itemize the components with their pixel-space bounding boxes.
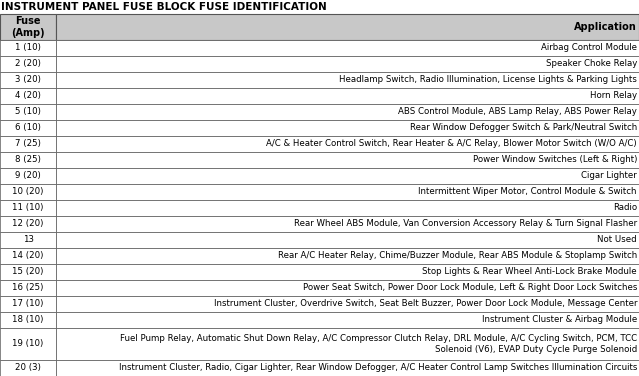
Bar [56,232,639,248]
Text: Stop Lights & Rear Wheel Anti-Lock Brake Module: Stop Lights & Rear Wheel Anti-Lock Brake… [422,267,637,276]
Text: Rear Wheel ABS Module, Van Conversion Accessory Relay & Turn Signal Flasher: Rear Wheel ABS Module, Van Conversion Ac… [294,219,637,228]
Bar [56,136,639,152]
Bar [56,39,639,56]
Text: 6 (10): 6 (10) [15,123,41,132]
Text: Instrument Cluster & Airbag Module: Instrument Cluster & Airbag Module [482,315,637,324]
Bar [0,104,56,120]
Bar [0,312,56,328]
Bar [0,280,56,296]
Bar [56,248,639,264]
Text: 2 (20): 2 (20) [15,59,41,68]
Bar [56,56,639,72]
Bar [0,360,56,376]
Text: Radio: Radio [613,203,637,212]
Bar [56,360,639,376]
Text: Application: Application [574,22,637,32]
Text: Instrument Cluster, Radio, Cigar Lighter, Rear Window Defogger, A/C Heater Contr: Instrument Cluster, Radio, Cigar Lighter… [119,364,637,373]
Bar [0,232,56,248]
Bar [0,248,56,264]
Text: Headlamp Switch, Radio Illumination, License Lights & Parking Lights: Headlamp Switch, Radio Illumination, Lic… [339,75,637,84]
Text: INSTRUMENT PANEL FUSE BLOCK FUSE IDENTIFICATION: INSTRUMENT PANEL FUSE BLOCK FUSE IDENTIF… [1,2,327,12]
Bar [56,152,639,168]
Bar [56,312,639,328]
Bar [0,216,56,232]
Bar [56,184,639,200]
Text: Airbag Control Module: Airbag Control Module [541,43,637,52]
Text: 15 (20): 15 (20) [12,267,44,276]
Text: 14 (20): 14 (20) [12,252,44,260]
Text: 10 (20): 10 (20) [12,187,44,196]
Text: 7 (25): 7 (25) [15,139,41,148]
Bar [56,72,639,88]
Bar [56,200,639,216]
Text: 20 (3): 20 (3) [15,364,41,373]
Bar [56,280,639,296]
Bar [0,72,56,88]
Text: 1 (10): 1 (10) [15,43,41,52]
Text: Power Seat Switch, Power Door Lock Module, Left & Right Door Lock Switches: Power Seat Switch, Power Door Lock Modul… [303,284,637,293]
Bar [0,168,56,184]
Bar [56,88,639,104]
Text: 17 (10): 17 (10) [12,299,44,308]
Text: Intermittent Wiper Motor, Control Module & Switch: Intermittent Wiper Motor, Control Module… [419,187,637,196]
Bar [0,152,56,168]
Bar [0,264,56,280]
Bar [0,136,56,152]
Text: Cigar Lighter: Cigar Lighter [581,171,637,180]
Bar [0,184,56,200]
Text: 12 (20): 12 (20) [12,219,44,228]
Text: 5 (10): 5 (10) [15,107,41,116]
Bar [56,216,639,232]
Bar [0,296,56,312]
Bar [56,296,639,312]
Text: Horn Relay: Horn Relay [590,91,637,100]
Text: 9 (20): 9 (20) [15,171,41,180]
Text: 4 (20): 4 (20) [15,91,41,100]
Bar [56,14,639,39]
Text: 13: 13 [22,235,34,244]
Text: Speaker Choke Relay: Speaker Choke Relay [546,59,637,68]
Bar [56,328,639,360]
Text: Fuse
(Amp): Fuse (Amp) [12,16,45,38]
Bar [56,120,639,136]
Text: ABS Control Module, ABS Lamp Relay, ABS Power Relay: ABS Control Module, ABS Lamp Relay, ABS … [398,107,637,116]
Text: 18 (10): 18 (10) [12,315,44,324]
Bar [0,56,56,72]
Bar [0,88,56,104]
Text: Rear Window Defogger Switch & Park/Neutral Switch: Rear Window Defogger Switch & Park/Neutr… [410,123,637,132]
Bar [56,264,639,280]
Text: 11 (10): 11 (10) [12,203,44,212]
Text: Rear A/C Heater Relay, Chime/Buzzer Module, Rear ABS Module & Stoplamp Switch: Rear A/C Heater Relay, Chime/Buzzer Modu… [278,252,637,260]
Text: A/C & Heater Control Switch, Rear Heater & A/C Relay, Blower Motor Switch (W/O A: A/C & Heater Control Switch, Rear Heater… [266,139,637,148]
Bar [0,120,56,136]
Bar [56,104,639,120]
Text: 3 (20): 3 (20) [15,75,41,84]
Text: 19 (10): 19 (10) [13,340,43,349]
Text: Not Used: Not Used [597,235,637,244]
Bar [56,168,639,184]
Bar [0,328,56,360]
Text: Power Window Switches (Left & Right): Power Window Switches (Left & Right) [473,155,637,164]
Bar [0,14,56,39]
Text: 8 (25): 8 (25) [15,155,41,164]
Text: 16 (25): 16 (25) [12,284,44,293]
Text: Instrument Cluster, Overdrive Switch, Seat Belt Buzzer, Power Door Lock Module, : Instrument Cluster, Overdrive Switch, Se… [213,299,637,308]
Text: Fuel Pump Relay, Automatic Shut Down Relay, A/C Compressor Clutch Relay, DRL Mod: Fuel Pump Relay, Automatic Shut Down Rel… [120,334,637,354]
Bar [0,39,56,56]
Bar [0,200,56,216]
